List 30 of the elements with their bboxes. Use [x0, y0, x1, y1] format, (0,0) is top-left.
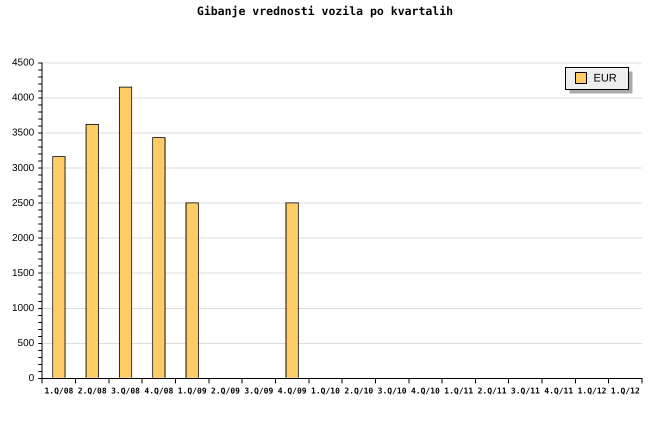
y-tick-label: 2000 [12, 232, 35, 244]
y-tick-label: 3000 [12, 162, 35, 174]
x-tick-label: 4.Q/11 [544, 386, 574, 396]
x-tick-label: 1.Q/10 [311, 386, 340, 396]
y-tick-label: 4500 [12, 58, 35, 69]
y-tick-label: 2500 [12, 198, 35, 209]
y-tick-label: 500 [18, 338, 35, 350]
x-tick-label: 2.Q/10 [344, 386, 374, 396]
x-tick-label: 2.Q/11 [478, 386, 507, 396]
x-tick-label: 3.Q/11 [510, 386, 540, 396]
x-tick-label: 1.Q/09 [178, 386, 207, 396]
x-tick-label: 4.Q/10 [410, 386, 440, 396]
x-tick-label: 1.Q/08 [44, 386, 74, 396]
y-tick-label: 4000 [12, 92, 35, 104]
x-tick-label: 1.Q/12 [610, 386, 640, 396]
x-tick-label: 1.Q/12 [578, 386, 607, 396]
y-tick-label: 1000 [12, 303, 35, 314]
x-tick-label: 3.Q/08 [111, 386, 140, 396]
x-tick-label: 3.Q/09 [244, 386, 274, 396]
y-tick-label: 3500 [12, 128, 35, 139]
x-tick-label: 1.Q/11 [444, 386, 474, 396]
x-tick-label: 2.Q/08 [78, 386, 107, 396]
y-tick-label: 0 [28, 373, 35, 384]
x-tick-label: 2.Q/09 [211, 386, 240, 396]
legend-label: EUR [594, 72, 617, 85]
chart-title: Gibanje vrednosti vozila po kvartalih [196, 4, 454, 18]
x-tick-label: 4.Q/09 [278, 386, 307, 396]
y-tick-label: 1500 [12, 268, 35, 279]
x-tick-label: 3.Q/10 [378, 386, 407, 396]
x-tick-label: 4.Q/08 [144, 386, 174, 396]
